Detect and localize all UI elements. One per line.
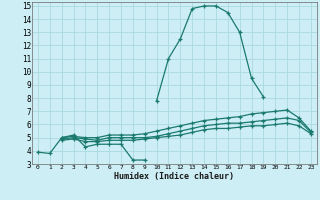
- X-axis label: Humidex (Indice chaleur): Humidex (Indice chaleur): [115, 172, 234, 181]
